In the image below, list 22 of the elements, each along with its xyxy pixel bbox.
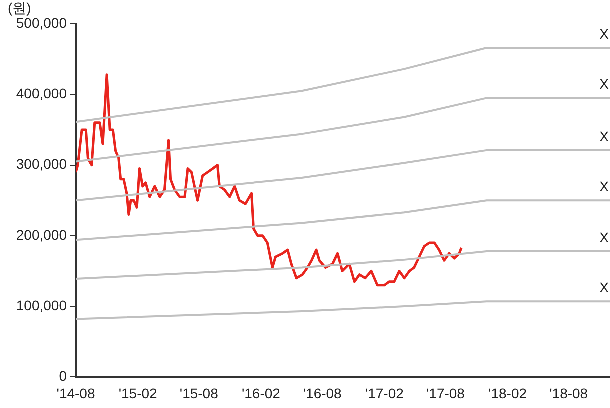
y-tick-label: 400,000 xyxy=(16,86,68,102)
x-tick-label: '16-02 xyxy=(242,385,281,402)
y-tick-label: 100,000 xyxy=(16,297,68,314)
y-tick-label: 300,000 xyxy=(16,156,68,172)
x-tick-label: '16-08 xyxy=(303,385,342,402)
x-tick-label: '15-08 xyxy=(180,385,219,402)
x-tick-label: '15-02 xyxy=(118,385,158,402)
x-tick-label: '14-08 xyxy=(56,385,96,402)
y-tick-label: 500,000 xyxy=(16,14,68,31)
y-tick-label: 200,000 xyxy=(16,226,68,243)
series-label: X xyxy=(600,26,610,42)
y-tick-label: 0 xyxy=(59,368,68,384)
series-label: X xyxy=(600,128,610,144)
x-tick-label: '18-08 xyxy=(550,385,588,402)
series-label: X xyxy=(600,76,610,92)
series-label: X xyxy=(600,279,610,296)
x-tick-label: '17-08 xyxy=(426,385,466,402)
x-tick-label: '17-02 xyxy=(365,385,404,402)
x-tick-label: '18-02 xyxy=(488,385,528,402)
series-label: X xyxy=(600,229,610,246)
series-label: X xyxy=(600,178,610,194)
y-axis-title: (원) xyxy=(8,0,32,16)
